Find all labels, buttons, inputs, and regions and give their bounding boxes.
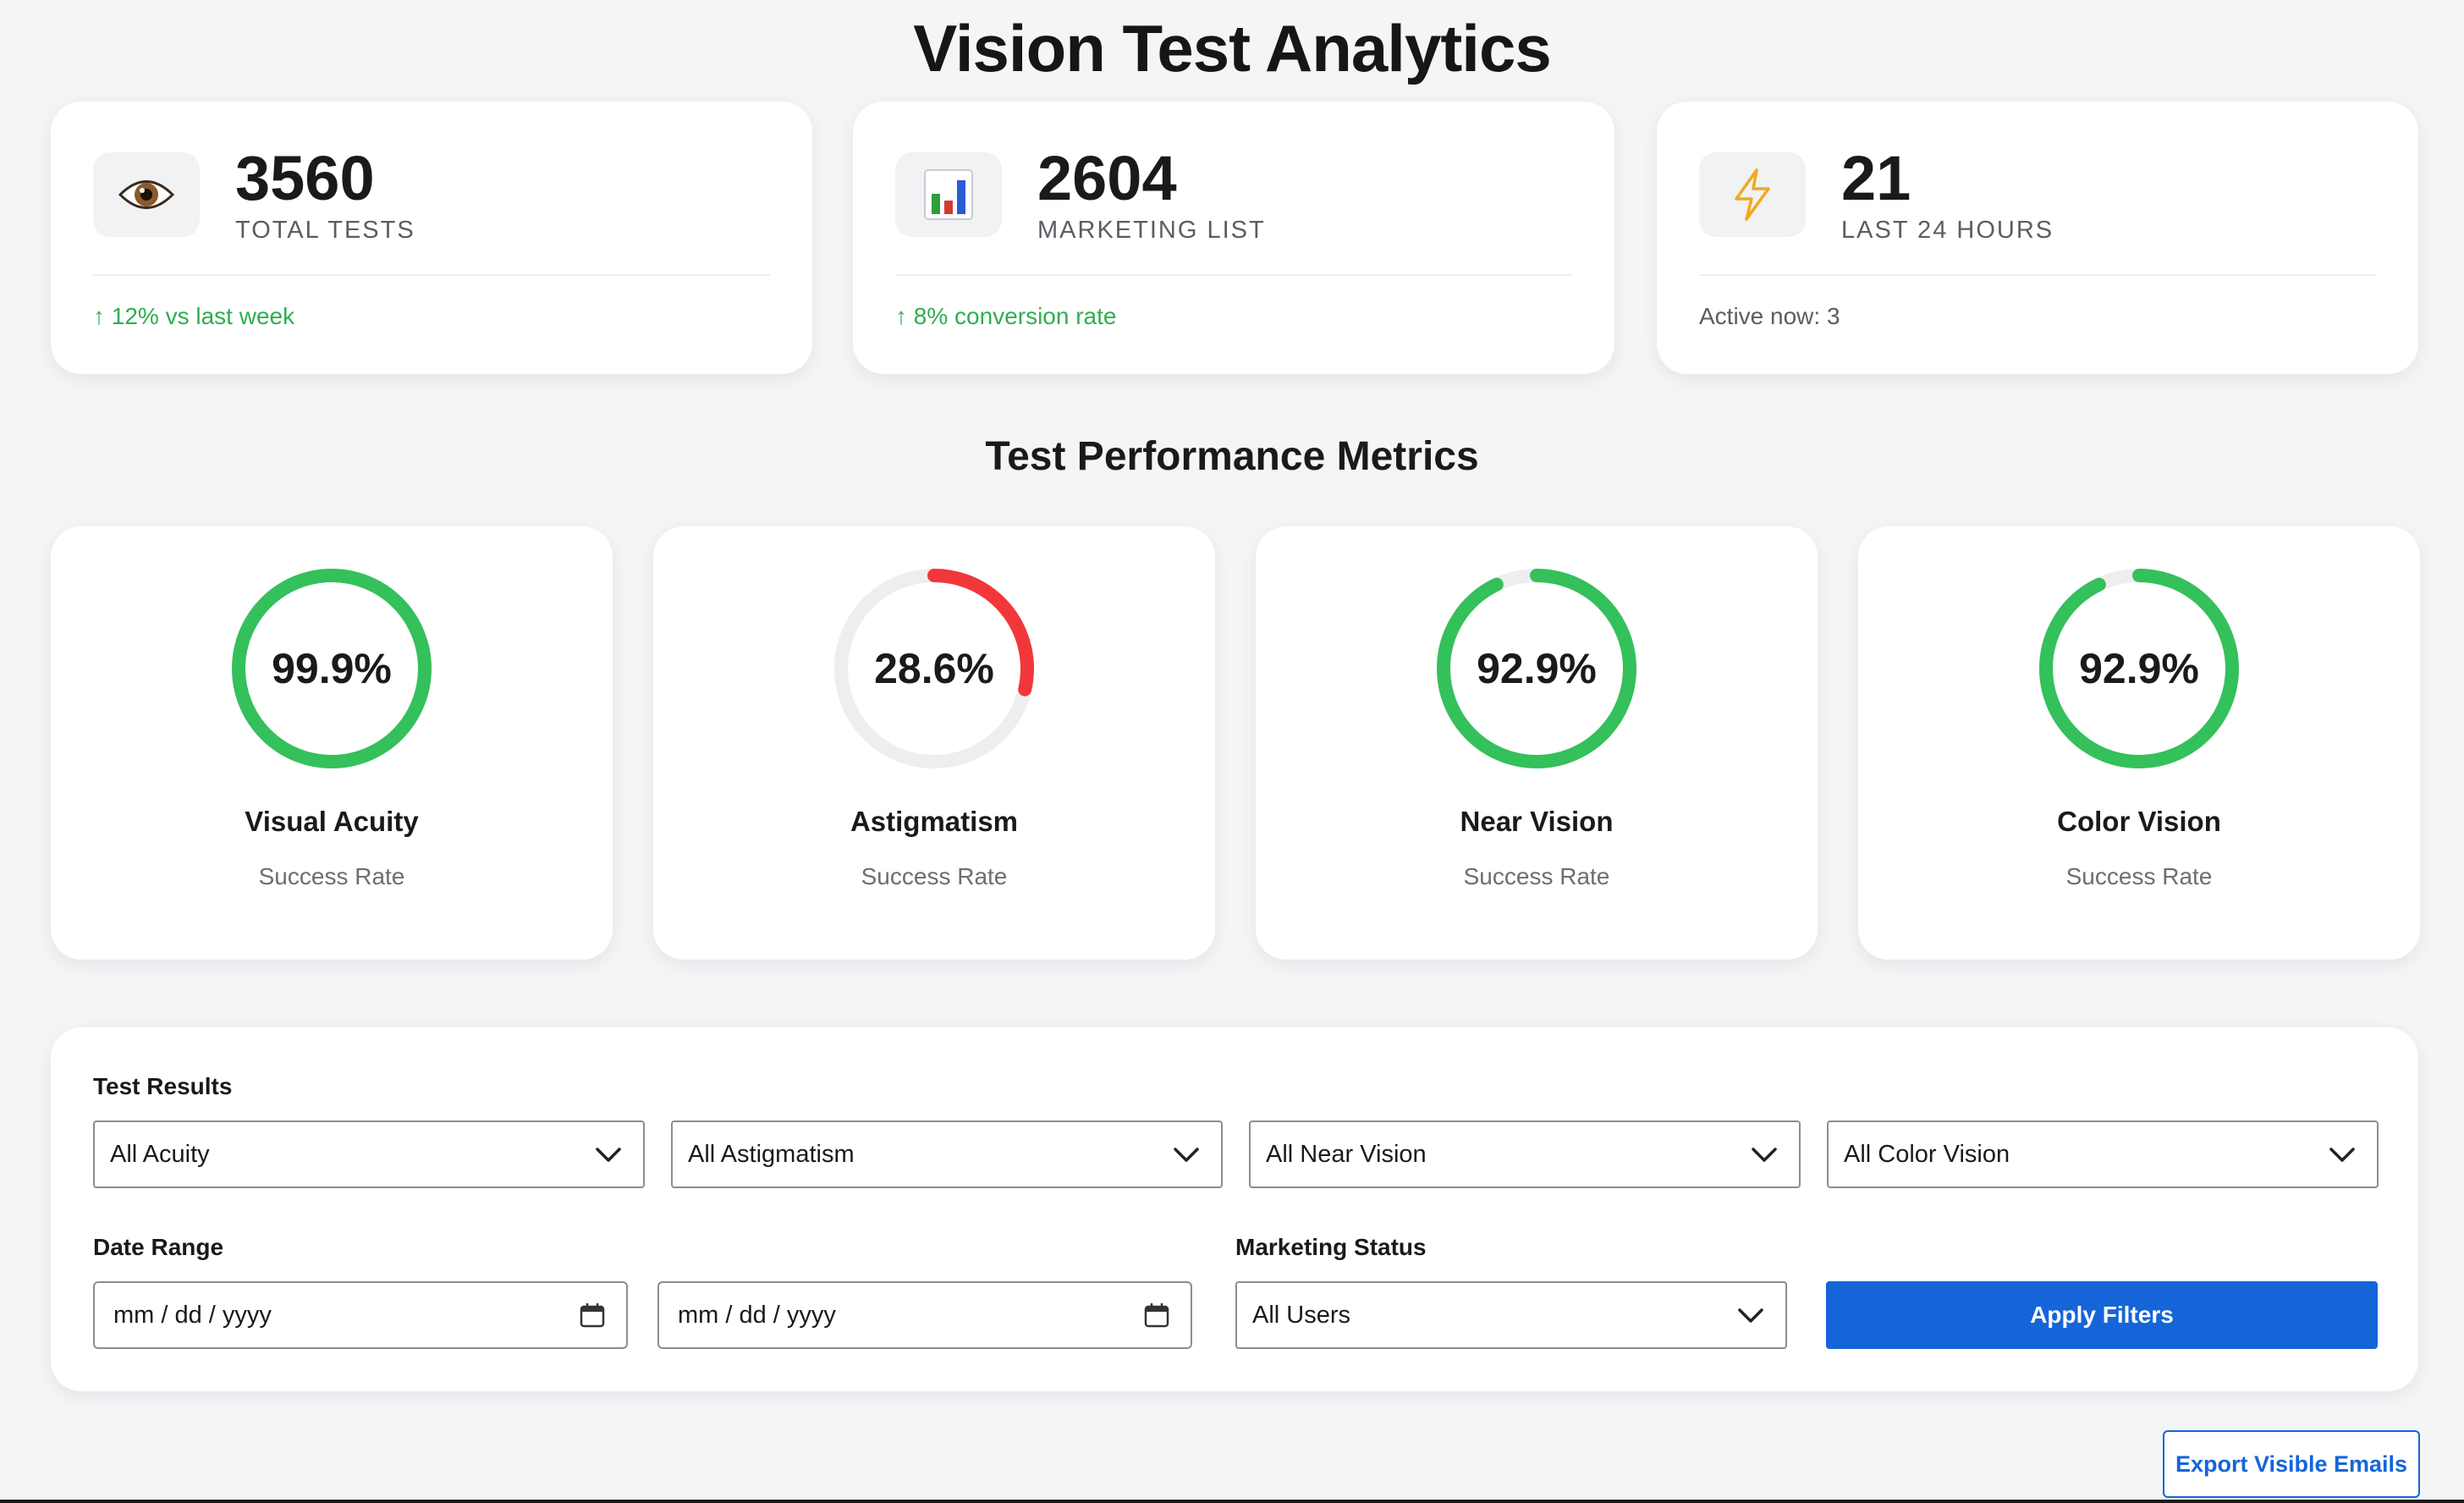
- metric-value: 28.6%: [874, 645, 994, 692]
- metric-subtitle: Success Rate: [258, 863, 405, 889]
- progress-ring: [2039, 569, 2239, 768]
- marketing-status-select[interactable]: All Users: [1235, 1281, 1787, 1349]
- bar-chart-icon: [895, 152, 1002, 237]
- metric-subtitle: Success Rate: [861, 863, 1008, 889]
- chevron-down-icon: [2329, 1148, 2355, 1162]
- chevron-down-icon: [1752, 1148, 1777, 1162]
- acuity-select-value: All Acuity: [110, 1140, 210, 1168]
- progress-ring: [232, 569, 432, 768]
- stat-label: MARKETING LIST: [1037, 217, 1266, 244]
- divider: [93, 274, 770, 276]
- stat-trend: ↑ 8% conversion rate: [895, 303, 1117, 329]
- metric-value: 99.9%: [272, 645, 392, 692]
- calendar-icon[interactable]: [1143, 1302, 1170, 1329]
- eye-icon: [93, 152, 200, 237]
- near-vision-select-value: All Near Vision: [1266, 1140, 1427, 1168]
- stat-label: TOTAL TESTS: [235, 217, 415, 244]
- marketing-status-value: All Users: [1252, 1301, 1351, 1329]
- progress-ring: [834, 569, 1034, 768]
- metric-name: Near Vision: [1460, 806, 1614, 837]
- astigmatism-select-value: All Astigmatism: [688, 1140, 855, 1168]
- apply-filters-button[interactable]: Apply Filters: [1826, 1281, 2378, 1349]
- stat-trend: ↑ 12% vs last week: [93, 303, 295, 329]
- stat-card-marketing-list: 2604 MARKETING LIST ↑ 8% conversion rate: [853, 102, 1614, 374]
- metric-name: Color Vision: [2057, 806, 2221, 837]
- section-title: Test Performance Metrics: [985, 434, 1479, 479]
- date-range-label: Date Range: [93, 1234, 224, 1260]
- date-from-placeholder: mm / dd / yyyy: [113, 1301, 272, 1329]
- filter-panel: Test Results All Acuity All Astigmatism …: [51, 1027, 2418, 1391]
- metric-value: 92.9%: [1477, 645, 1597, 692]
- metric-name: Astigmatism: [850, 806, 1019, 837]
- progress-ring: [1437, 569, 1636, 768]
- lightning-icon: [1699, 152, 1806, 237]
- chevron-down-icon: [1174, 1148, 1199, 1162]
- date-to-placeholder: mm / dd / yyyy: [678, 1301, 836, 1329]
- date-from-input[interactable]: mm / dd / yyyy: [93, 1281, 628, 1349]
- page-title: Vision Test Analytics: [913, 11, 1551, 85]
- divider: [895, 274, 1572, 276]
- marketing-status-label: Marketing Status: [1235, 1234, 1427, 1260]
- metric-card-astigmatism: 28.6% Astigmatism Success Rate: [653, 526, 1215, 960]
- date-to-input[interactable]: mm / dd / yyyy: [657, 1281, 1192, 1349]
- color-vision-select-value: All Color Vision: [1844, 1140, 2010, 1168]
- metric-subtitle: Success Rate: [1463, 863, 1610, 889]
- acuity-select[interactable]: All Acuity: [93, 1120, 645, 1188]
- metric-card-near-vision: 92.9% Near Vision Success Rate: [1256, 526, 1818, 960]
- test-results-label: Test Results: [93, 1073, 233, 1099]
- bottom-border: [0, 1500, 2464, 1503]
- color-vision-select[interactable]: All Color Vision: [1827, 1120, 2379, 1188]
- active-now-text: Active now: 3: [1699, 303, 1840, 329]
- metric-card-visual-acuity: 99.9% Visual Acuity Success Rate: [51, 526, 613, 960]
- calendar-icon[interactable]: [579, 1302, 606, 1329]
- stat-card-total-tests: 3560 TOTAL TESTS ↑ 12% vs last week: [51, 102, 812, 374]
- astigmatism-select[interactable]: All Astigmatism: [671, 1120, 1223, 1188]
- export-visible-emails-button[interactable]: Export Visible Emails: [2163, 1430, 2420, 1498]
- metric-card-color-vision: 92.9% Color Vision Success Rate: [1858, 526, 2420, 960]
- chevron-down-icon: [596, 1148, 621, 1162]
- stat-value: 2604: [1037, 143, 1177, 213]
- stat-label: LAST 24 HOURS: [1841, 217, 2054, 244]
- near-vision-select[interactable]: All Near Vision: [1249, 1120, 1801, 1188]
- metric-name: Visual Acuity: [245, 806, 419, 837]
- divider: [1699, 274, 2376, 276]
- stat-card-last-24-hours: 21 LAST 24 HOURS Active now: 3: [1657, 102, 2418, 374]
- metric-value: 92.9%: [2079, 645, 2199, 692]
- stat-value: 3560: [235, 143, 375, 213]
- chevron-down-icon: [1738, 1308, 1763, 1323]
- metric-subtitle: Success Rate: [2065, 863, 2213, 889]
- stat-value: 21: [1841, 143, 1911, 213]
